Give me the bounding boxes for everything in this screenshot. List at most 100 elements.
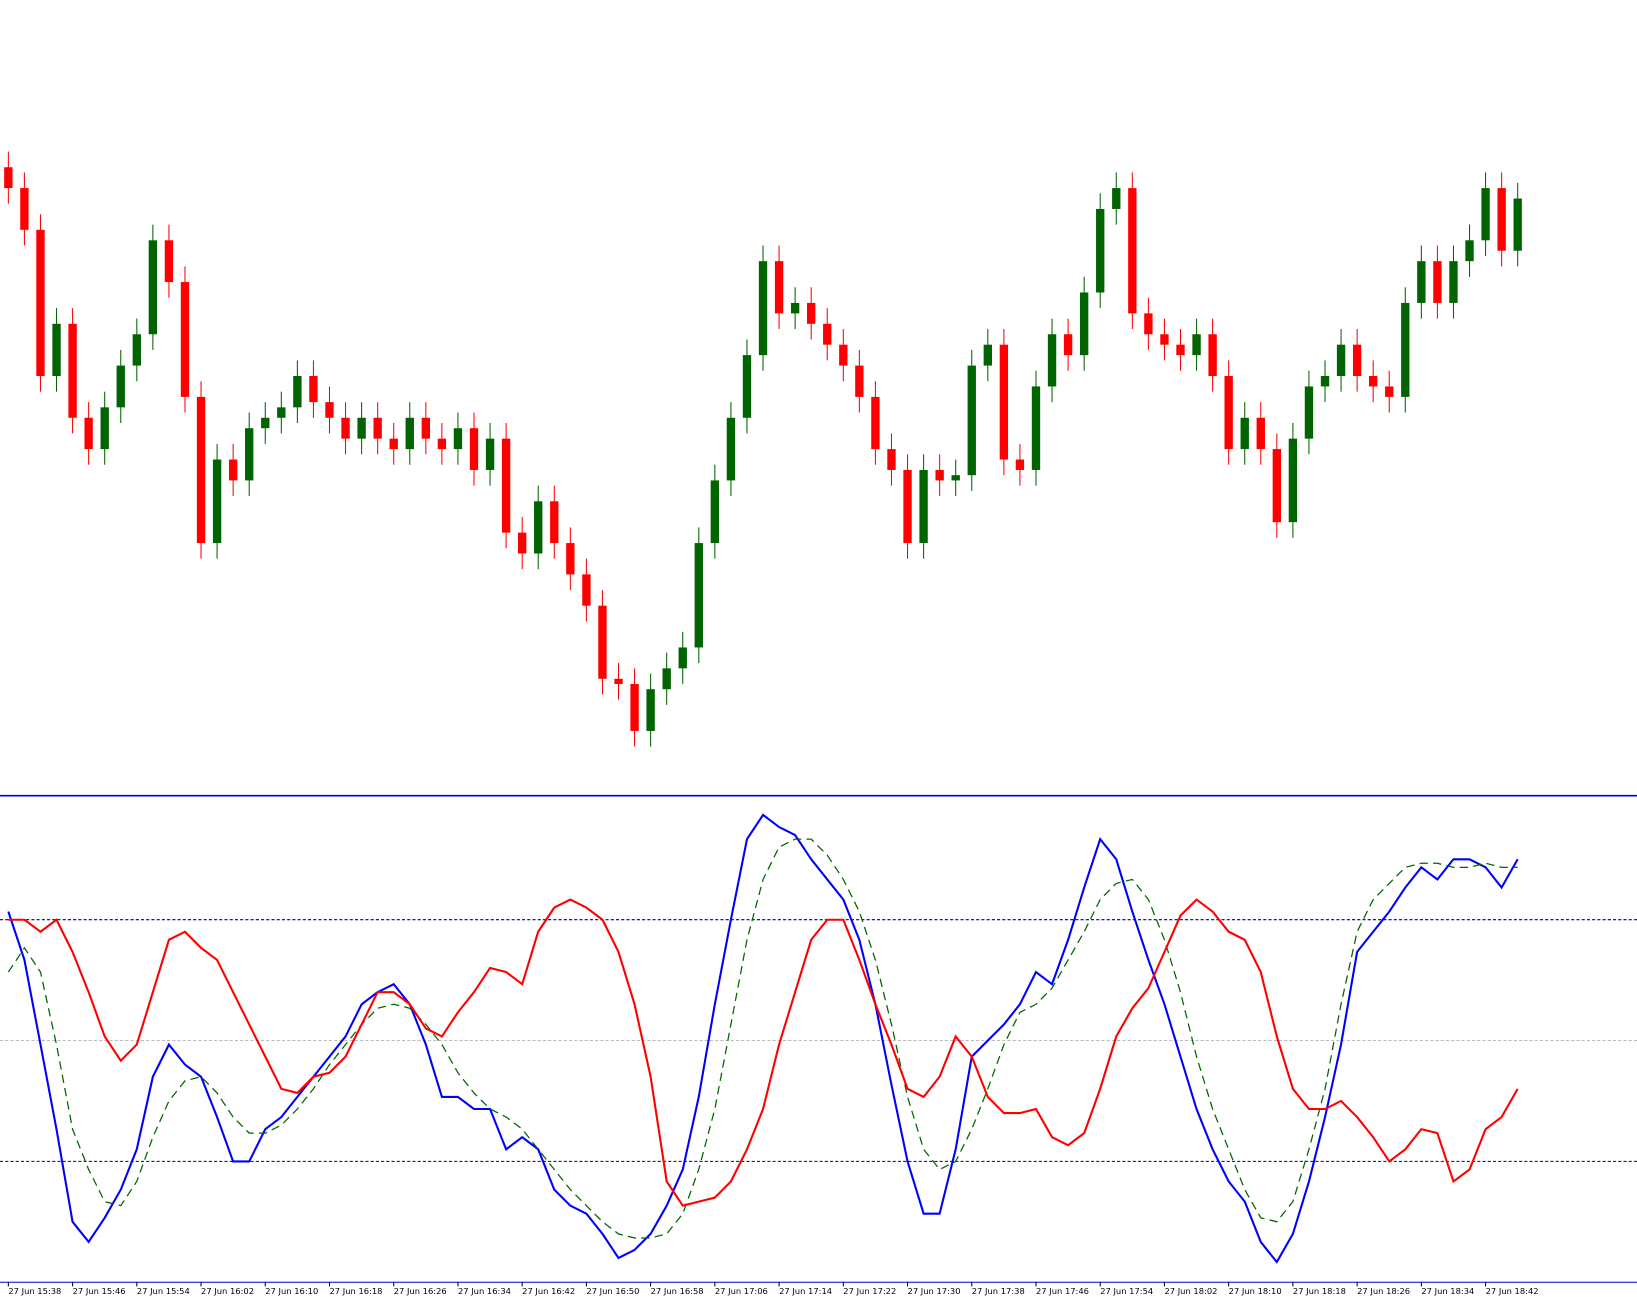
candle-body: [855, 365, 864, 397]
candle-body: [437, 438, 447, 450]
candle-body: [277, 407, 286, 418]
candle-body: [646, 689, 655, 731]
x-tick-label: 27 Jun 17:06: [715, 1286, 768, 1296]
candle-body: [1401, 302, 1410, 397]
candle-body: [1304, 386, 1314, 439]
candle-body: [36, 229, 45, 377]
candle-body: [1176, 344, 1185, 356]
candle-body: [373, 417, 382, 439]
candle-body: [726, 417, 736, 481]
candle-body: [967, 365, 976, 476]
candle-body: [245, 428, 254, 481]
candle-body: [180, 282, 190, 397]
candle-body: [196, 396, 206, 544]
candle-body: [309, 376, 318, 403]
candle-body: [1160, 334, 1169, 345]
candle-body: [534, 501, 543, 554]
candle-body: [1031, 386, 1041, 470]
candle-body: [919, 469, 928, 544]
candle-body: [164, 240, 174, 283]
x-tick-label: 27 Jun 16:42: [522, 1286, 575, 1296]
candle-body: [1079, 292, 1089, 356]
candle-body: [1417, 261, 1426, 303]
x-tick-label: 27 Jun 16:50: [586, 1286, 639, 1296]
candle-body: [1112, 188, 1121, 209]
candle-body: [582, 574, 591, 606]
candle-body: [116, 365, 125, 408]
x-tick-label: 27 Jun 17:46: [1036, 1286, 1089, 1296]
candle-body: [1096, 208, 1105, 293]
indicator-line: [7, 813, 1519, 1264]
candle-body: [20, 188, 29, 230]
x-tick-label: 27 Jun 17:54: [1100, 1286, 1153, 1296]
candle-body: [871, 396, 880, 450]
candle-body: [485, 438, 495, 470]
candle-body: [1352, 344, 1362, 377]
candle-body: [469, 428, 479, 470]
candle-body: [598, 605, 607, 679]
x-tick-label: 27 Jun 18:10: [1229, 1286, 1282, 1296]
candle-body: [662, 668, 671, 690]
indicator-line: [7, 838, 1518, 1239]
candle-body: [1369, 376, 1378, 387]
x-tick-label: 27 Jun 15:54: [137, 1286, 190, 1296]
candle-body: [357, 417, 366, 439]
x-tick-label: 27 Jun 16:26: [394, 1286, 447, 1296]
candle-body: [999, 344, 1009, 460]
candle-body: [325, 402, 334, 418]
candle-body: [389, 438, 398, 450]
candle-body: [1385, 386, 1394, 397]
candle-body: [887, 449, 896, 470]
candle-body: [823, 323, 832, 345]
candle-body: [566, 543, 575, 575]
candle-body: [100, 407, 109, 450]
x-tick-label: 27 Jun 16:34: [458, 1286, 511, 1296]
x-tick-label: 27 Jun 17:14: [779, 1286, 832, 1296]
x-tick-label: 27 Jun 16:02: [201, 1286, 254, 1296]
x-tick-label: 27 Jun 17:22: [843, 1286, 896, 1296]
candle-body: [1336, 344, 1346, 377]
candle-body: [517, 532, 527, 554]
candle-body: [1015, 459, 1025, 470]
x-tick-label: 27 Jun 17:38: [972, 1286, 1025, 1296]
candle-body: [550, 501, 559, 544]
candle-body: [614, 678, 623, 684]
candle-body: [790, 302, 800, 314]
candle-body: [1144, 313, 1153, 335]
candle-body: [212, 459, 222, 544]
candle-body: [1449, 261, 1458, 303]
x-tick-label: 27 Jun 17:30: [908, 1286, 961, 1296]
x-tick-label: 27 Jun 18:18: [1293, 1286, 1346, 1296]
candle-body: [1433, 261, 1442, 303]
candle-body: [742, 355, 752, 418]
candle-body: [839, 344, 848, 366]
candle-body: [341, 417, 350, 439]
candle-body: [1481, 188, 1490, 241]
candle-body: [228, 459, 238, 481]
x-tick-label: 27 Jun 15:46: [73, 1286, 126, 1296]
candle-body: [148, 240, 158, 335]
candle-body: [1240, 417, 1249, 450]
candle-body: [678, 647, 687, 669]
candle-body: [1063, 334, 1073, 356]
x-tick-label: 27 Jun 16:58: [651, 1286, 704, 1296]
candle-body: [774, 261, 784, 314]
candle-body: [630, 683, 639, 731]
candle-body: [1192, 334, 1201, 356]
candle-body: [1288, 438, 1298, 523]
candle-body: [1208, 334, 1217, 377]
candle-body: [132, 334, 141, 366]
candle-body: [1497, 188, 1506, 251]
x-tick-label: 27 Jun 18:34: [1421, 1286, 1474, 1296]
indicator-line: [8, 898, 1519, 1207]
candle-body: [903, 469, 912, 544]
candle-body: [710, 480, 720, 544]
candle-body: [4, 167, 13, 189]
x-tick-label: 27 Jun 16:10: [265, 1286, 318, 1296]
candle-body: [84, 417, 93, 450]
candle-body: [935, 469, 944, 481]
x-tick-label: 27 Jun 18:26: [1357, 1286, 1410, 1296]
candle-body: [1272, 449, 1282, 523]
candle-body: [293, 376, 302, 408]
candle-body: [501, 438, 511, 533]
